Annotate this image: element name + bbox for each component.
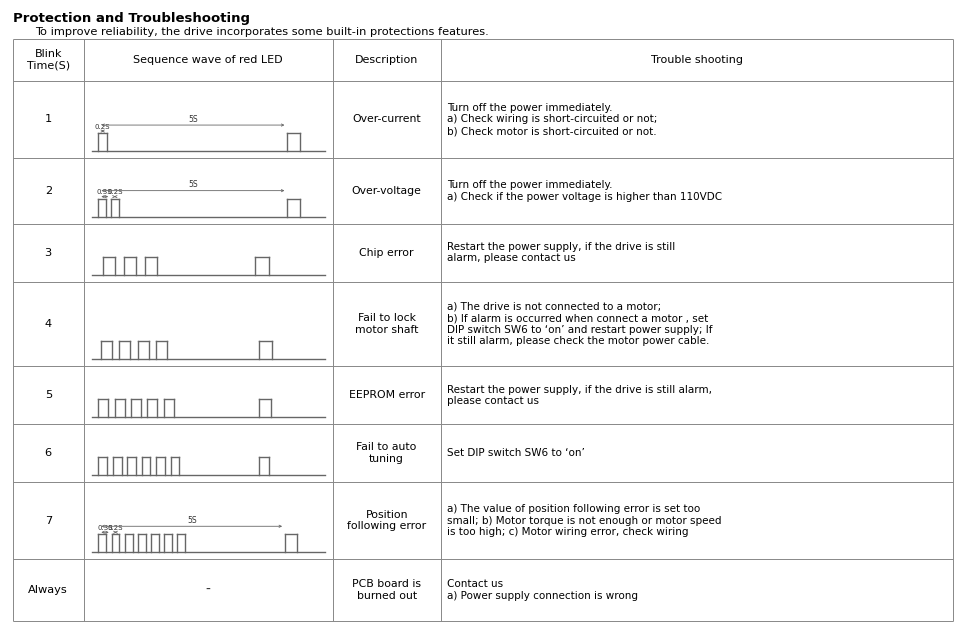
Text: 0.2S: 0.2S: [108, 189, 123, 195]
Text: 5S: 5S: [188, 115, 198, 124]
Text: Chip error: Chip error: [359, 247, 414, 257]
Text: Protection and Troubleshooting: Protection and Troubleshooting: [13, 12, 250, 25]
Text: 4: 4: [45, 319, 52, 329]
Text: 3: 3: [44, 247, 52, 257]
Text: Description: Description: [355, 55, 419, 65]
Text: Fail to lock
motor shaft: Fail to lock motor shaft: [355, 313, 419, 335]
Text: 5: 5: [44, 391, 52, 400]
Text: Always: Always: [29, 585, 68, 595]
Text: 5S: 5S: [187, 516, 197, 525]
Text: 0.3S: 0.3S: [97, 525, 113, 531]
Text: Sequence wave of red LED: Sequence wave of red LED: [133, 55, 283, 65]
Text: Position
following error: Position following error: [348, 510, 426, 531]
Text: 0.2S: 0.2S: [95, 124, 110, 129]
Text: Fail to auto
tuning: Fail to auto tuning: [356, 442, 417, 464]
Text: Trouble shooting: Trouble shooting: [651, 55, 743, 65]
Text: 1: 1: [44, 114, 52, 124]
Text: 5S: 5S: [188, 180, 198, 189]
Text: Blink
Time(S): Blink Time(S): [27, 49, 70, 71]
Text: 0.2S: 0.2S: [108, 525, 123, 531]
Text: Restart the power supply, if the drive is still
alarm, please contact us: Restart the power supply, if the drive i…: [446, 242, 675, 263]
Text: Turn off the power immediately.
a) Check if the power voltage is higher than 110: Turn off the power immediately. a) Check…: [446, 180, 722, 202]
Text: PCB board is
burned out: PCB board is burned out: [352, 579, 421, 601]
Text: -: -: [205, 583, 210, 597]
Text: a) The value of position following error is set too
small; b) Motor torque is no: a) The value of position following error…: [446, 504, 721, 537]
Text: 2: 2: [45, 186, 52, 196]
Text: EEPROM error: EEPROM error: [348, 391, 424, 400]
Text: a) The drive is not connected to a motor;
b) If alarm is occurred when connect a: a) The drive is not connected to a motor…: [446, 302, 712, 346]
Text: Set DIP switch SW6 to ‘on’: Set DIP switch SW6 to ‘on’: [446, 448, 585, 458]
Text: Turn off the power immediately.
a) Check wiring is short-circuited or not;
b) Ch: Turn off the power immediately. a) Check…: [446, 103, 657, 136]
Text: Contact us
a) Power supply connection is wrong: Contact us a) Power supply connection is…: [446, 579, 637, 601]
Text: 0.3S: 0.3S: [97, 189, 112, 195]
Text: Over-voltage: Over-voltage: [351, 186, 421, 196]
Text: To improve reliability, the drive incorporates some built-in protections feature: To improve reliability, the drive incorp…: [35, 27, 489, 37]
Text: 7: 7: [44, 516, 52, 526]
Text: Restart the power supply, if the drive is still alarm,
please contact us: Restart the power supply, if the drive i…: [446, 384, 711, 406]
Text: Over-current: Over-current: [352, 114, 421, 124]
Text: 6: 6: [45, 448, 52, 458]
